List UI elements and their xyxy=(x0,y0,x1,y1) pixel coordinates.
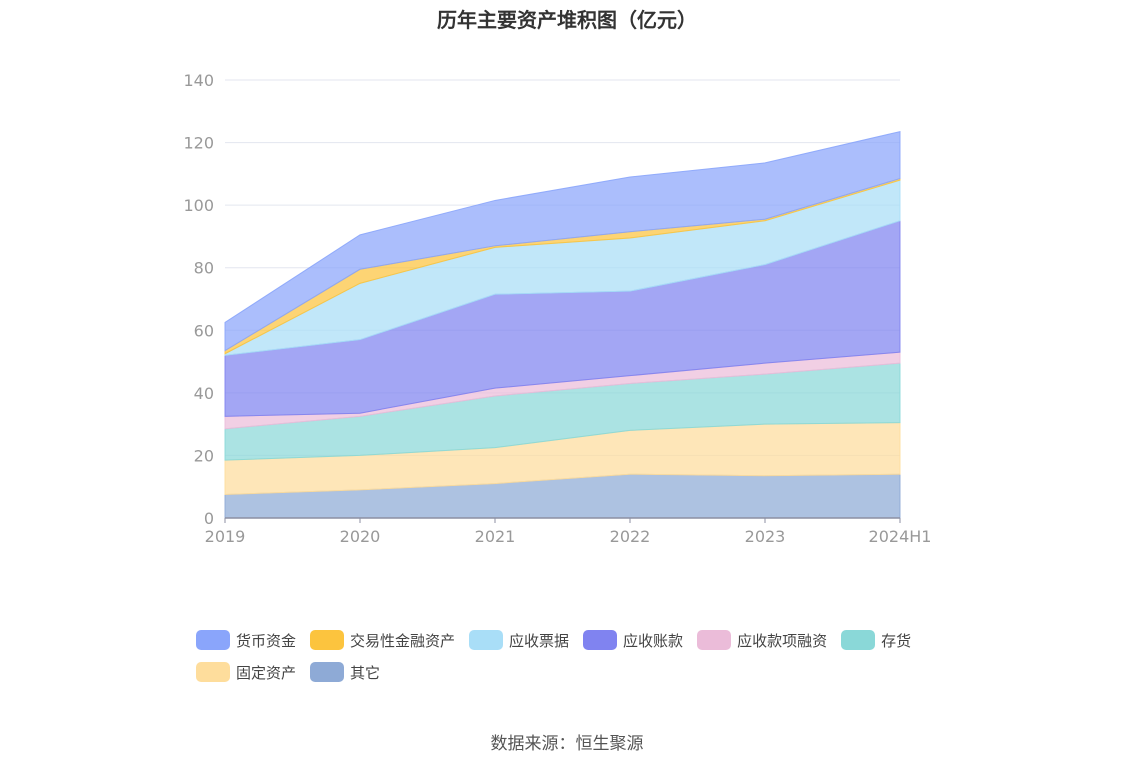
axes: 0 20 40 60 80 100 120 140 2019 2020 2021 2022 2023 20… xyxy=(183,71,931,546)
legend-label: 应收款项融资 xyxy=(737,631,828,650)
legend-item-3[interactable]: 应收票据 xyxy=(469,630,569,650)
x-tick-label: 2020 xyxy=(340,527,381,546)
x-tick-label: 2022 xyxy=(610,527,651,546)
area-series-货币资金[interactable] xyxy=(224,130,901,352)
legend-label: 存货 xyxy=(881,631,912,650)
legend-swatch xyxy=(469,630,504,650)
legend-swatch xyxy=(196,630,230,650)
area-series-layer xyxy=(224,130,901,519)
legend-label: 货币资金 xyxy=(236,631,297,650)
y-tick-label: 140 xyxy=(183,71,214,90)
legend-item-7[interactable]: 固定资产 xyxy=(196,662,296,682)
legend-swatch xyxy=(583,630,618,650)
legend-item-1[interactable]: 货币资金 xyxy=(196,630,296,650)
legend-label: 应收账款 xyxy=(623,631,684,650)
x-tick-label: 2021 xyxy=(475,527,516,546)
data-source-note: 数据来源：恒生聚源 xyxy=(490,734,644,754)
legend-item-8[interactable]: 其它 xyxy=(310,662,380,682)
legend-swatch xyxy=(841,630,876,650)
legend-item-2[interactable]: 交易性金融资产 xyxy=(310,630,455,650)
legend-swatch xyxy=(310,630,345,650)
legend-item-6[interactable]: 存货 xyxy=(841,630,911,650)
x-tick-label: 2019 xyxy=(205,527,246,546)
legend-label: 应收票据 xyxy=(509,631,570,650)
legend-swatch xyxy=(310,662,345,682)
legend-label: 交易性金融资产 xyxy=(350,631,456,650)
y-tick-label: 20 xyxy=(194,446,214,465)
stacked-area-chart: 0 20 40 60 80 100 120 140 2019 2020 2021 2022 2023 20… xyxy=(183,71,931,546)
legend-swatch xyxy=(697,630,732,650)
legend-label: 固定资产 xyxy=(236,663,297,682)
legend-swatch xyxy=(196,662,230,682)
chart-legend: 货币资金 交易性金融资产 应收票据 应收账款 应收款项融资 存货 固定资产 其它 xyxy=(196,630,956,682)
legend-item-5[interactable]: 应收款项融资 xyxy=(697,630,827,650)
x-tick-label: 2023 xyxy=(745,527,786,546)
y-tick-label: 60 xyxy=(194,321,214,340)
y-tick-label: 80 xyxy=(194,259,214,278)
x-tick-label: 2024H1 xyxy=(869,527,932,546)
y-tick-label: 100 xyxy=(183,196,214,215)
y-tick-label: 40 xyxy=(194,384,214,403)
legend-item-4[interactable]: 应收账款 xyxy=(583,630,683,650)
chart-title: 历年主要资产堆积图（亿元） xyxy=(437,8,697,32)
y-tick-label: 120 xyxy=(183,134,214,153)
legend-label: 其它 xyxy=(350,663,381,682)
y-tick-label: 0 xyxy=(204,509,214,528)
